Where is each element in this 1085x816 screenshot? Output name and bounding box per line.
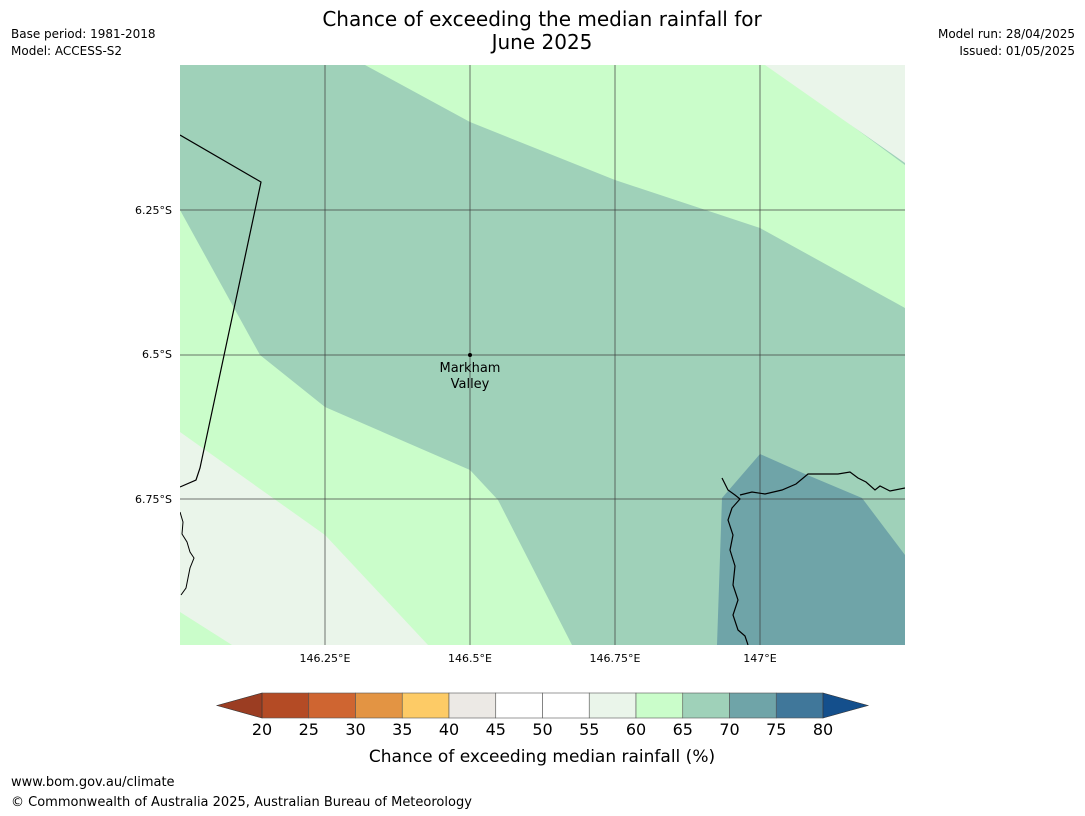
lon-label: 146.5°E: [448, 652, 492, 665]
footer-url: www.bom.gov.au/climate: [11, 775, 175, 790]
colorbar-segment: [355, 692, 403, 719]
colorbar-segment: [729, 692, 777, 719]
colorbar-segment: [682, 692, 730, 719]
colorbar-tick-label: 25: [299, 720, 319, 739]
title-line-1: Chance of exceeding the median rainfall …: [322, 7, 762, 31]
colorbar-tick-label: 35: [392, 720, 412, 739]
lat-label: 6.5°S: [142, 348, 172, 361]
colorbar-title: Chance of exceeding median rainfall (%): [369, 747, 715, 767]
colorbar-segment: [308, 692, 356, 719]
colorbar-segment: [775, 692, 824, 719]
coastline-southwest: [180, 511, 195, 596]
colorbar-tick-label: 30: [345, 720, 365, 739]
map-area: [180, 65, 905, 645]
lon-label: 147°E: [743, 652, 776, 665]
colorbar: [215, 692, 870, 719]
colorbar-tick-label: 80: [813, 720, 833, 739]
colorbar-tick-label: 50: [532, 720, 552, 739]
band-60-65-sliver: [180, 612, 232, 645]
footer-copyright: © Commonwealth of Australia 2025, Austra…: [11, 795, 472, 810]
map-title: Chance of exceeding the median rainfall …: [292, 8, 792, 54]
colorbar-segment: [448, 692, 497, 719]
colorbar-tick-label: 60: [626, 720, 646, 739]
lon-label: 146.25°E: [300, 652, 351, 665]
colorbar-tick-label: 70: [719, 720, 739, 739]
colorbar-segment: [635, 692, 684, 719]
colorbar-tick-label: 40: [439, 720, 459, 739]
colorbar-min-arrow: [215, 692, 263, 719]
border-line: [180, 134, 262, 488]
band-70-75-southeast: [717, 454, 905, 645]
run-info: Model run: 28/04/2025 Issued: 01/05/2025: [938, 26, 1075, 60]
colorbar-segment: [495, 692, 543, 719]
lat-label: 6.25°S: [135, 204, 172, 217]
band-55-60-southwest: [180, 432, 428, 645]
issued-label: Issued: 01/05/2025: [959, 44, 1075, 58]
colorbar-tick-label: 55: [579, 720, 599, 739]
colorbar-tick-label: 75: [766, 720, 786, 739]
base-period-label: Base period: 1981-2018: [11, 27, 156, 41]
model-run-label: Model run: 28/04/2025: [937, 27, 1075, 41]
lat-label: 6.75°S: [135, 493, 172, 506]
lon-label: 146.75°E: [590, 652, 641, 665]
colorbar-segment: [542, 692, 590, 719]
colorbar-tick-label: 20: [252, 720, 272, 739]
model-label: Model: ACCESS-S2: [11, 44, 123, 58]
colorbar-ticks: 20 25 30 35 40 45 50 55 60 65 70 75 80: [252, 720, 833, 739]
model-info: Base period: 1981-2018 Model: ACCESS-S2: [11, 26, 156, 60]
place-label-line-1: Markham: [440, 361, 501, 376]
band-55-60-northeast: [765, 65, 905, 163]
colorbar-segment: [401, 692, 450, 719]
colorbar-segment: [261, 692, 310, 719]
title-line-2: June 2025: [491, 30, 593, 54]
colorbar-segment: [588, 692, 637, 719]
coastline-southeast: [721, 471, 905, 645]
band-60-65-northeast: [365, 65, 905, 308]
colorbar-tick-label: 65: [673, 720, 693, 739]
colorbar-tick-label: 45: [486, 720, 506, 739]
place-label-line-2: Valley: [451, 377, 490, 392]
colorbar-max-arrow: [822, 692, 870, 719]
place-marker: [468, 353, 472, 357]
